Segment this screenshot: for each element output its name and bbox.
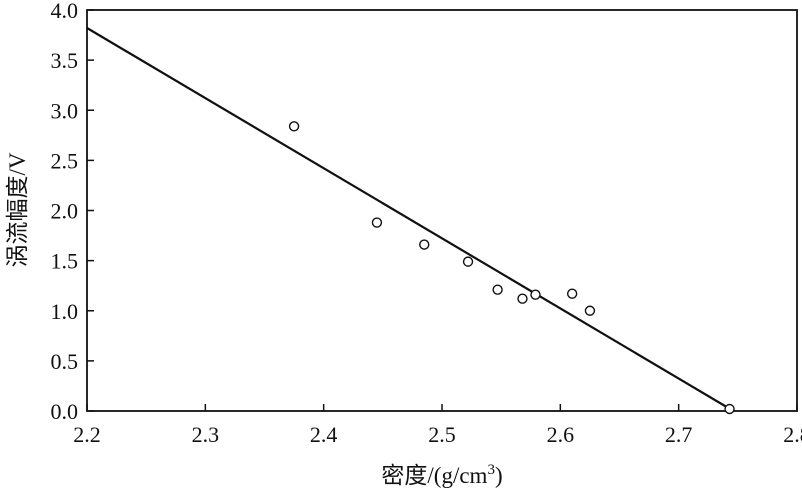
data-point <box>288 121 300 132</box>
data-point <box>566 288 578 299</box>
y-tick-label: 1.5 <box>51 249 79 274</box>
y-axis-ticks: 0.0 0.5 1.0 1.5 2.0 2.5 3.0 3.5 4.0 <box>51 0 94 424</box>
x-tick-label: 2.7 <box>665 422 693 447</box>
x-tick-label: 2.2 <box>73 422 101 447</box>
y-tick-label: 0.0 <box>51 399 79 424</box>
x-tick-label: 2.4 <box>310 422 338 447</box>
data-point <box>492 284 503 295</box>
x-axis-title-main: 密度/(g/cm <box>381 463 487 488</box>
y-tick-label: 4.0 <box>51 0 79 23</box>
y-tick-label: 0.5 <box>51 349 79 374</box>
x-axis-title-suffix: ) <box>495 463 503 488</box>
data-point <box>419 239 430 250</box>
y-tick-label: 3.5 <box>51 48 79 73</box>
x-axis-ticks: 2.2 2.3 2.4 2.5 2.6 2.7 2.8 <box>73 404 802 447</box>
data-point <box>462 256 474 267</box>
y-tick-label: 2.5 <box>51 148 79 173</box>
data-point <box>530 289 541 300</box>
y-tick-label: 3.0 <box>51 98 79 123</box>
fit-line-group <box>86 27 729 409</box>
x-axis-title: 密度/(g/cm3) <box>381 462 502 488</box>
x-tick-label: 2.5 <box>428 422 456 447</box>
y-tick-label: 2.0 <box>51 199 79 224</box>
data-point <box>724 403 735 415</box>
data-point <box>584 305 596 316</box>
x-axis-title-superscript: 3 <box>487 462 495 478</box>
y-tick-label: 1.0 <box>51 299 79 324</box>
x-tick-label: 2.6 <box>547 422 575 447</box>
fit-line <box>86 27 729 409</box>
data-point <box>371 217 383 228</box>
y-axis-title: 涡流幅度/V <box>5 152 30 267</box>
data-points <box>288 121 735 415</box>
data-point <box>517 293 528 304</box>
plot-frame <box>86 9 798 412</box>
x-tick-label: 2.3 <box>192 422 220 447</box>
x-tick-label: 2.8 <box>783 422 802 447</box>
